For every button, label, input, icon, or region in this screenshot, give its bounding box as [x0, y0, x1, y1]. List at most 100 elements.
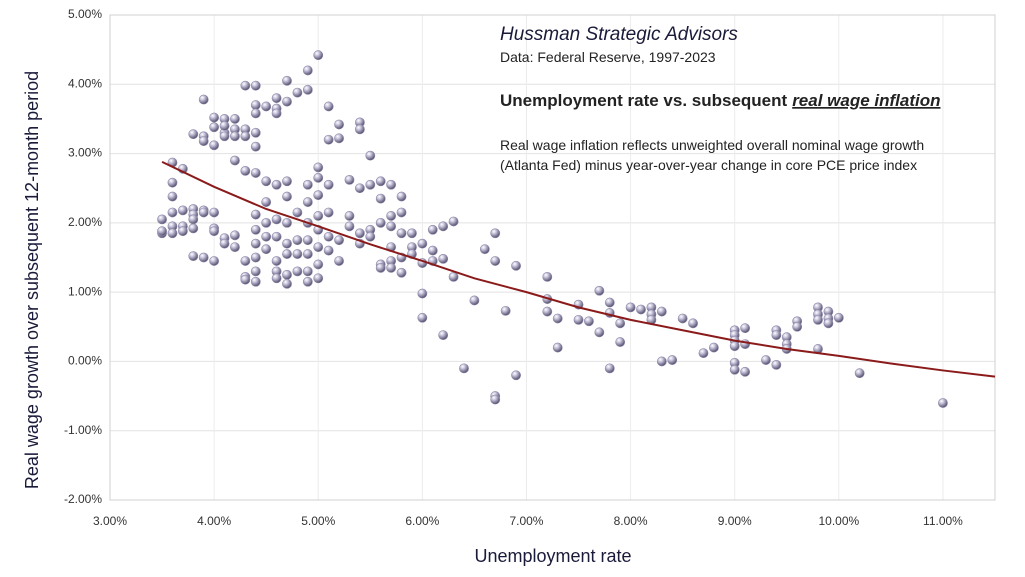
data-point	[365, 150, 376, 161]
data-point	[250, 100, 261, 110]
data-point	[271, 214, 282, 225]
y-tick-label: 1.00%	[68, 284, 102, 298]
y-tick-label: 4.00%	[68, 76, 102, 90]
data-point	[271, 93, 282, 104]
data-point	[386, 211, 397, 221]
data-point	[292, 87, 303, 98]
y-tick-label: 3.00%	[68, 146, 102, 160]
data-point	[323, 179, 334, 190]
data-point	[729, 341, 740, 352]
data-point	[198, 136, 209, 146]
data-point	[854, 368, 865, 379]
data-point	[313, 211, 324, 221]
data-point	[594, 285, 605, 296]
data-point	[386, 179, 397, 190]
data-point	[167, 207, 178, 218]
data-point	[396, 267, 407, 278]
y-axis-title: Real wage growth over subsequent 12-mont…	[22, 71, 42, 489]
data-point	[188, 129, 199, 140]
data-point	[292, 266, 303, 277]
data-point	[656, 356, 667, 367]
data-point	[427, 224, 438, 235]
data-point	[792, 321, 803, 332]
data-point	[261, 197, 272, 207]
data-point	[552, 342, 563, 353]
data-point	[365, 231, 376, 242]
data-point	[354, 183, 365, 194]
data-point	[490, 394, 501, 405]
data-point	[604, 297, 615, 308]
data-point	[209, 226, 220, 237]
data-point	[417, 238, 428, 249]
data-point	[157, 226, 167, 237]
data-point	[573, 314, 584, 325]
data-point	[625, 302, 636, 313]
data-point	[230, 155, 240, 166]
x-tick-label: 7.00%	[509, 514, 543, 528]
y-tick-label: -2.00%	[64, 492, 102, 506]
x-tick-label: 6.00%	[405, 514, 439, 528]
data-point	[271, 273, 282, 284]
data-point	[240, 274, 251, 285]
data-point	[417, 288, 428, 299]
data-point	[230, 131, 240, 142]
data-point	[250, 127, 261, 138]
data-point	[375, 193, 386, 204]
data-point	[313, 259, 324, 270]
data-point	[209, 256, 220, 266]
title-main: Unemployment rate vs. subsequent	[500, 91, 788, 110]
data-point	[740, 366, 751, 377]
source: Data: Federal Reserve, 1997-2023	[500, 49, 716, 65]
y-tick-label: -1.00%	[64, 423, 102, 437]
data-point	[230, 230, 240, 241]
data-point	[344, 211, 355, 221]
data-point	[188, 223, 199, 234]
data-point	[292, 235, 303, 246]
data-point	[282, 176, 292, 187]
data-point	[938, 398, 948, 408]
data-point	[490, 228, 501, 239]
note-line: (Atlanta Fed) minus year-over-year chang…	[500, 157, 917, 173]
data-point	[282, 278, 292, 289]
data-point	[500, 305, 511, 316]
data-point	[198, 207, 209, 218]
data-point	[396, 228, 407, 239]
data-point	[323, 134, 334, 145]
data-point	[240, 80, 251, 91]
data-point	[240, 165, 251, 176]
data-point	[313, 162, 324, 173]
data-point	[271, 108, 282, 119]
data-point	[292, 207, 303, 218]
data-point	[302, 235, 313, 246]
data-point	[761, 355, 771, 365]
data-point	[250, 266, 261, 277]
header: Hussman Strategic Advisors	[500, 24, 738, 45]
data-point	[823, 318, 834, 329]
data-point	[334, 119, 344, 130]
data-point	[438, 253, 449, 264]
data-point	[708, 342, 719, 353]
data-point	[469, 295, 480, 306]
data-point	[188, 214, 199, 225]
data-point	[271, 179, 282, 190]
data-point	[302, 179, 313, 190]
data-point	[386, 262, 397, 273]
data-point	[334, 133, 344, 144]
data-point	[459, 363, 469, 374]
data-point	[250, 168, 261, 178]
data-point	[198, 252, 209, 263]
data-point	[209, 122, 220, 133]
data-point	[313, 273, 324, 284]
x-tick-label: 8.00%	[614, 514, 648, 528]
x-tick-label: 10.00%	[818, 514, 859, 528]
data-point	[375, 176, 386, 187]
data-point	[302, 276, 313, 287]
data-point	[250, 238, 261, 249]
data-point	[636, 304, 646, 315]
data-point	[604, 363, 615, 374]
grid	[109, 14, 995, 501]
data-point	[282, 217, 292, 228]
data-point	[438, 221, 449, 232]
data-point	[261, 217, 272, 228]
